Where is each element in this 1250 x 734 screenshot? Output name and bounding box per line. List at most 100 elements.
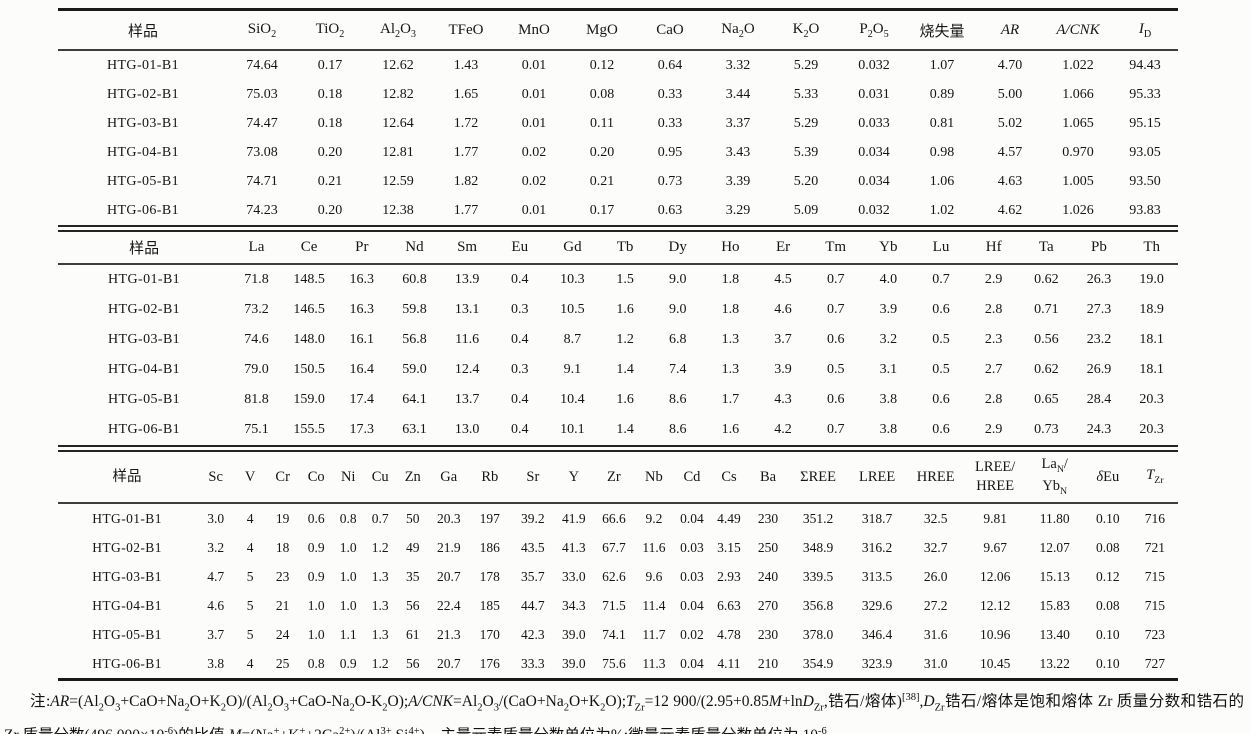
data-cell: 1.3 bbox=[721, 332, 740, 347]
data-cell: 230 bbox=[757, 510, 779, 526]
column-header: Ce bbox=[282, 232, 336, 265]
sample-id: HTG-05-B1 bbox=[106, 173, 180, 189]
data-cell: 0.6 bbox=[826, 392, 845, 407]
table-row: HTG-06-B1 74.23 0.20 12.38 1.77 0.01 0.17 0.63 3… bbox=[58, 196, 1178, 225]
data-cell: 12.12 bbox=[980, 597, 1011, 613]
data-cell: 185 bbox=[479, 597, 500, 613]
data-cell: 16.3 bbox=[349, 302, 375, 317]
data-cell: 27.2 bbox=[923, 597, 948, 613]
data-cell: 95.33 bbox=[1129, 86, 1161, 102]
data-cell: 230 bbox=[757, 626, 779, 642]
data-cell: 0.01 bbox=[521, 57, 547, 73]
data-cell: 75.1 bbox=[244, 422, 269, 437]
data-cell: 9.0 bbox=[668, 302, 687, 317]
table-row: HTG-03-B1 74.47 0.18 12.64 1.72 0.01 0.11 0.33 3… bbox=[58, 109, 1178, 138]
data-cell: 1.77 bbox=[453, 202, 479, 218]
data-cell: 356.8 bbox=[802, 597, 834, 613]
data-cell: 15.13 bbox=[1039, 568, 1070, 584]
column-header: Zn bbox=[396, 452, 430, 504]
column-header: Cu bbox=[364, 452, 397, 504]
data-cell: 16.4 bbox=[349, 362, 375, 377]
data-cell: 3.8 bbox=[207, 655, 225, 671]
data-cell: 71.5 bbox=[602, 597, 626, 613]
column-header: Zr bbox=[593, 452, 635, 504]
data-cell: 5.09 bbox=[793, 202, 819, 218]
data-cell: 0.10 bbox=[1095, 626, 1120, 642]
data-cell: 0.10 bbox=[1095, 655, 1120, 671]
data-cell: 0.9 bbox=[339, 655, 357, 671]
column-header: Ga bbox=[429, 452, 469, 504]
data-cell: 0.03 bbox=[680, 568, 704, 584]
data-cell: 56 bbox=[405, 597, 420, 613]
sample-id: HTG-03-B1 bbox=[92, 568, 162, 584]
sample-id: HTG-02-B1 bbox=[106, 86, 180, 102]
data-cell: 13.7 bbox=[454, 392, 480, 407]
data-cell: 1.022 bbox=[1062, 57, 1094, 73]
column-header: ΣREE bbox=[788, 452, 848, 504]
data-cell: 346.4 bbox=[861, 626, 893, 642]
data-cell: 146.5 bbox=[293, 302, 325, 317]
data-cell: 1.6 bbox=[616, 302, 634, 317]
data-cell: 60.8 bbox=[402, 272, 427, 287]
data-cell: 210 bbox=[757, 655, 779, 671]
section-divider bbox=[58, 225, 1178, 232]
data-cell: 0.62 bbox=[1034, 362, 1059, 377]
data-cell: 0.08 bbox=[589, 86, 615, 102]
data-cell: 0.04 bbox=[680, 510, 704, 526]
data-cell: 75.03 bbox=[246, 86, 278, 102]
data-cell: 59.0 bbox=[402, 362, 427, 377]
data-cell: 727 bbox=[1144, 655, 1166, 671]
data-cell: 2.9 bbox=[984, 272, 1003, 287]
column-header: AR bbox=[976, 9, 1044, 51]
column-header: Ho bbox=[704, 232, 757, 265]
data-cell: 4.70 bbox=[997, 57, 1023, 73]
data-cell: 13.0 bbox=[454, 422, 480, 437]
data-cell: 178 bbox=[479, 568, 500, 584]
data-cell: 56 bbox=[405, 655, 420, 671]
data-cell: 0.034 bbox=[858, 144, 890, 160]
data-cell: 0.73 bbox=[1034, 422, 1059, 437]
data-cell: 4 bbox=[246, 655, 254, 671]
data-cell: 20.3 bbox=[436, 510, 461, 526]
table-row: HTG-05-B1 3.7 5 24 1.0 1.1 1.3 61 21.3 170 42.3 39.… bbox=[58, 620, 1178, 649]
column-header: Dy bbox=[651, 232, 705, 265]
data-cell: 3.8 bbox=[879, 422, 898, 437]
data-cell: 59.8 bbox=[402, 302, 427, 317]
sample-id: HTG-04-B1 bbox=[92, 597, 162, 613]
data-cell: 32.7 bbox=[923, 539, 948, 555]
data-cell: 1.0 bbox=[307, 597, 325, 613]
data-cell: 1.0 bbox=[339, 597, 357, 613]
column-header: Cr bbox=[265, 452, 301, 504]
data-cell: 159.0 bbox=[293, 392, 325, 407]
column-header: MnO bbox=[500, 9, 568, 51]
data-cell: 1.6 bbox=[616, 392, 634, 407]
data-cell: 0.8 bbox=[339, 510, 357, 526]
data-cell: 7.4 bbox=[668, 362, 687, 377]
data-cell: 4.78 bbox=[717, 626, 741, 642]
data-cell: 1.0 bbox=[339, 568, 357, 584]
data-cell: 12.81 bbox=[382, 144, 414, 160]
sample-id: HTG-01-B1 bbox=[106, 57, 180, 73]
data-cell: 10.96 bbox=[980, 626, 1011, 642]
data-cell: 0.031 bbox=[858, 86, 890, 102]
data-cell: 9.0 bbox=[668, 272, 687, 287]
data-cell: 0.08 bbox=[1095, 597, 1120, 613]
data-cell: 3.37 bbox=[725, 115, 751, 131]
table-footnote: 注:AR=(Al2O3+CaO+Na2O+K2O)/(Al2O3+CaO-Na2… bbox=[4, 692, 1245, 734]
column-header: Co bbox=[300, 452, 333, 504]
data-cell: 4.3 bbox=[774, 392, 792, 407]
data-cell: 0.4 bbox=[511, 392, 529, 407]
data-cell: 9.6 bbox=[645, 568, 663, 584]
column-header: Gd bbox=[546, 232, 599, 265]
data-cell: 0.62 bbox=[1034, 272, 1059, 287]
column-header: Nd bbox=[388, 232, 441, 265]
data-cell: 20.7 bbox=[436, 655, 461, 671]
data-cell: 0.4 bbox=[511, 332, 529, 347]
major-elements-table: 样品 SiO2 TiO2 Al2O3 TFeO MnO MgO CaO Na2O K2O P2O5 烧… bbox=[58, 8, 1178, 225]
data-cell: 5.20 bbox=[793, 173, 819, 189]
data-cell: 1.82 bbox=[453, 173, 479, 189]
data-cell: 56.8 bbox=[402, 332, 427, 347]
data-cell: 73.2 bbox=[244, 302, 269, 317]
data-cell: 12.4 bbox=[454, 362, 480, 377]
data-cell: 2.8 bbox=[984, 302, 1003, 317]
